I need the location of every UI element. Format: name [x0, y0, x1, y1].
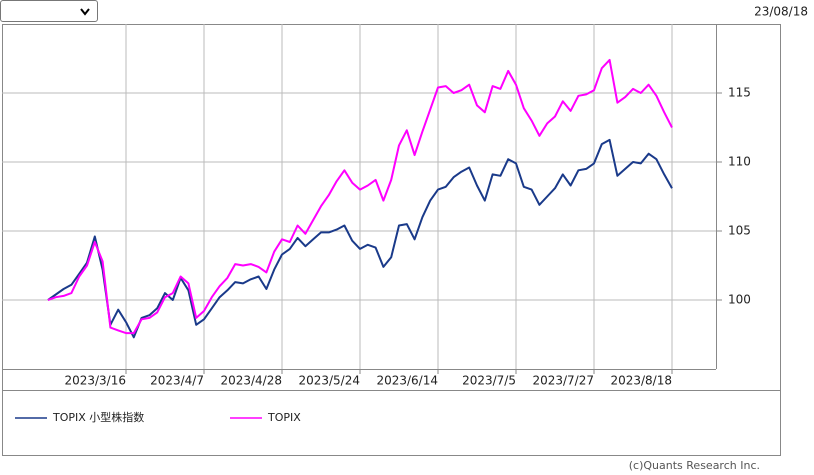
x-tick-label: 2023/3/16 — [64, 374, 126, 388]
y-tick-label: 100 — [728, 293, 751, 307]
date: 23/08/18 — [754, 5, 808, 19]
x-tick-label: 2023/5/24 — [298, 374, 360, 388]
x-tick-label: 2023/7/27 — [532, 374, 594, 388]
x-tick-label: 2023/4/28 — [220, 374, 282, 388]
series-line — [47, 58, 673, 335]
period-select[interactable] — [0, 0, 98, 22]
y-tick-label: 115 — [728, 86, 751, 100]
dropdown-chevron — [80, 8, 90, 16]
x-tick-label: 2023/4/7 — [150, 374, 204, 388]
series-line — [47, 138, 673, 339]
x-tick-label: 2023/7/5 — [462, 374, 516, 388]
legend-label: TOPIX 小型株指数 — [52, 410, 144, 424]
panel-border — [2, 24, 781, 456]
x-tick-label: 2023/6/14 — [376, 374, 438, 388]
y-tick-label: 110 — [728, 155, 751, 169]
x-tick-label: 2023/8/18 — [610, 374, 672, 388]
legend-label: TOPIX — [267, 411, 301, 424]
y-tick-label: 105 — [728, 224, 751, 238]
copyright: (c)Quants Research Inc. — [629, 459, 760, 472]
